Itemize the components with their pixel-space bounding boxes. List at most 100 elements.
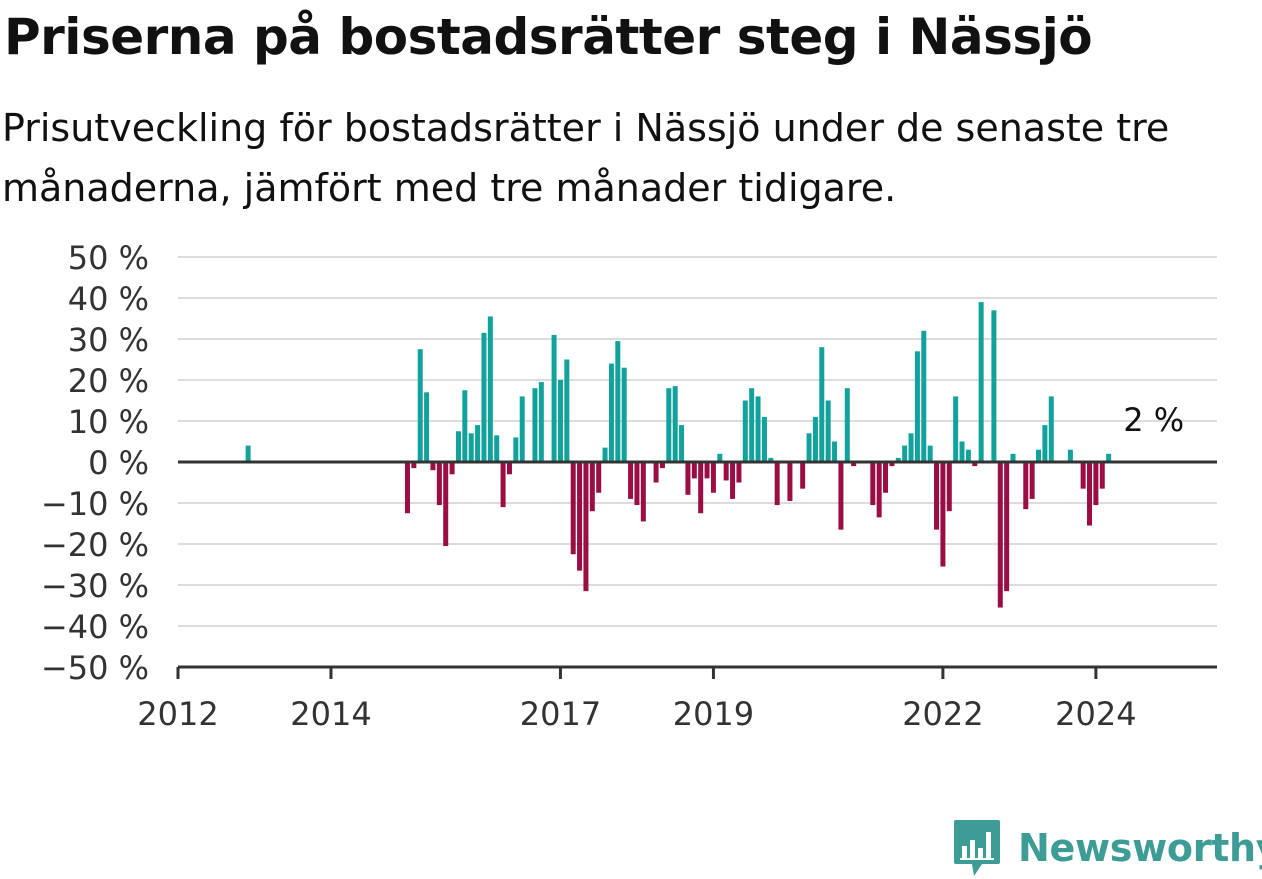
bar: [640, 462, 646, 522]
x-tick-label: 2022: [902, 695, 983, 733]
bar: [730, 462, 736, 499]
bar: [851, 462, 857, 467]
brand-logo: Newsworthy: [952, 818, 1262, 878]
bar: [1036, 449, 1042, 462]
bar: [768, 457, 774, 462]
bar: [704, 462, 710, 479]
bar: [876, 462, 882, 518]
bar: [927, 445, 933, 462]
bar: [475, 425, 481, 462]
bar: [1093, 462, 1099, 506]
bar: [800, 462, 806, 489]
bar: [621, 367, 627, 462]
bar: [895, 457, 901, 462]
bar: [538, 382, 544, 462]
bar: [506, 462, 512, 475]
bar: [997, 462, 1003, 608]
y-tick-label: −30 %: [41, 567, 149, 605]
bar: [934, 462, 940, 530]
y-tick-label: 0 %: [88, 444, 149, 482]
bar: [404, 462, 410, 514]
x-tick-label: 2019: [673, 695, 754, 733]
bar: [468, 433, 474, 462]
bar: [761, 416, 767, 462]
chart-subtitle: Prisutveckling för bostadsrätter i Nässj…: [2, 106, 1170, 210]
y-tick-label: −10 %: [41, 485, 149, 523]
bar: [889, 462, 895, 467]
bar: [417, 349, 423, 462]
bar: [666, 388, 672, 462]
bar: [462, 390, 468, 462]
bar: [921, 330, 927, 462]
bar: [564, 359, 570, 462]
bar: [908, 433, 914, 462]
x-tick-label: 2024: [1055, 695, 1136, 733]
bar: [742, 400, 748, 462]
bar: [774, 462, 780, 506]
bar: [481, 332, 487, 462]
bar: [940, 462, 946, 567]
bar: [1067, 449, 1073, 462]
bar: [1087, 462, 1093, 526]
bar: [1048, 396, 1054, 462]
bar: [946, 462, 952, 512]
bar: [513, 437, 519, 462]
y-tick-label: −50 %: [41, 649, 149, 687]
bar: [659, 462, 665, 469]
bar: [838, 462, 844, 530]
bar: [914, 351, 920, 462]
bar: [519, 396, 525, 462]
bar: [953, 396, 959, 462]
bar: [500, 462, 506, 508]
bar: [411, 462, 417, 469]
bar: [972, 462, 978, 467]
bar: [455, 431, 461, 462]
bar: [723, 462, 729, 481]
bar: [602, 447, 608, 462]
bars: [245, 302, 1112, 608]
bar: [870, 462, 876, 506]
bar: [819, 347, 825, 462]
bar: [902, 445, 908, 462]
bar: [1004, 462, 1010, 592]
y-tick-label: −40 %: [41, 608, 149, 646]
bar: [883, 462, 889, 493]
bar: [672, 386, 678, 462]
bar: [717, 453, 723, 462]
x-tick-label: 2012: [137, 695, 218, 733]
bar: [959, 441, 965, 462]
y-tick-label: 30 %: [68, 321, 149, 359]
bar: [978, 302, 984, 462]
x-tick-label: 2017: [520, 695, 601, 733]
bar: [991, 310, 997, 462]
gridlines: [178, 256, 1217, 627]
bar: [424, 392, 430, 462]
newsworthy-logo-icon: [954, 820, 1000, 876]
y-tick-label: 40 %: [68, 280, 149, 318]
bar: [430, 462, 436, 471]
y-tick-label: 10 %: [68, 403, 149, 441]
chart-title: Priserna på bostadsrätter steg i Nässjö: [4, 8, 1093, 66]
brand-name: Newsworthy: [1018, 826, 1262, 870]
x-axis-ticks: 2012 2014 2017 2019 2022 2024: [137, 667, 1137, 733]
bar: [787, 462, 793, 501]
bar: [1010, 453, 1016, 462]
bar: [749, 388, 755, 462]
bar: [589, 462, 595, 512]
bar: [557, 380, 563, 462]
bar: [443, 462, 449, 547]
bar: [494, 435, 500, 462]
last-value-label: 2 %: [1123, 401, 1184, 439]
bar: [685, 462, 691, 495]
bar: [736, 462, 742, 483]
bar: [1023, 462, 1029, 510]
bar: [679, 425, 685, 462]
annotation: 2 %: [1123, 401, 1184, 439]
bar: [653, 462, 659, 483]
bar: [551, 334, 557, 462]
bar: [1042, 425, 1048, 462]
y-tick-label: 20 %: [68, 362, 149, 400]
bar: [691, 462, 697, 479]
bar: [812, 416, 818, 462]
